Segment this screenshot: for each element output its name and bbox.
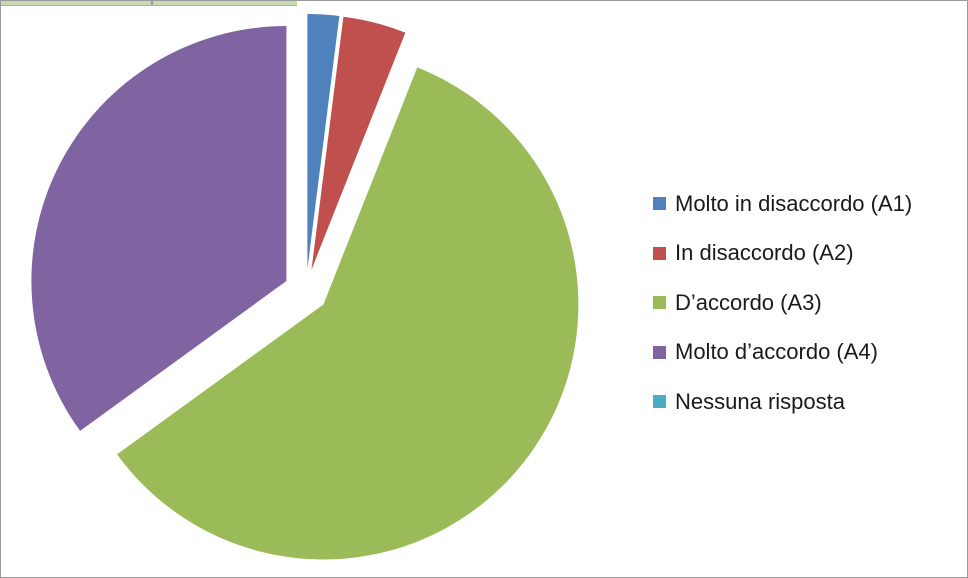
legend: Molto in disaccordo (A1) In disaccordo (… bbox=[653, 179, 912, 427]
legend-swatch-a3 bbox=[653, 296, 666, 309]
legend-item-no-answer: Nessuna risposta bbox=[653, 377, 912, 427]
legend-item-a2: In disaccordo (A2) bbox=[653, 229, 912, 279]
legend-label-no-answer: Nessuna risposta bbox=[675, 389, 845, 415]
legend-swatch-a4 bbox=[653, 346, 666, 359]
legend-item-a3: D’accordo (A3) bbox=[653, 278, 912, 328]
legend-swatch-a2 bbox=[653, 247, 666, 260]
legend-label-a1: Molto in disaccordo (A1) bbox=[675, 191, 912, 217]
legend-swatch-a1 bbox=[653, 197, 666, 210]
legend-label-a2: In disaccordo (A2) bbox=[675, 240, 854, 266]
legend-swatch-no-answer bbox=[653, 395, 666, 408]
legend-item-a4: Molto d’accordo (A4) bbox=[653, 328, 912, 378]
legend-item-a1: Molto in disaccordo (A1) bbox=[653, 179, 912, 229]
legend-label-a3: D’accordo (A3) bbox=[675, 290, 822, 316]
legend-label-a4: Molto d’accordo (A4) bbox=[675, 339, 878, 365]
